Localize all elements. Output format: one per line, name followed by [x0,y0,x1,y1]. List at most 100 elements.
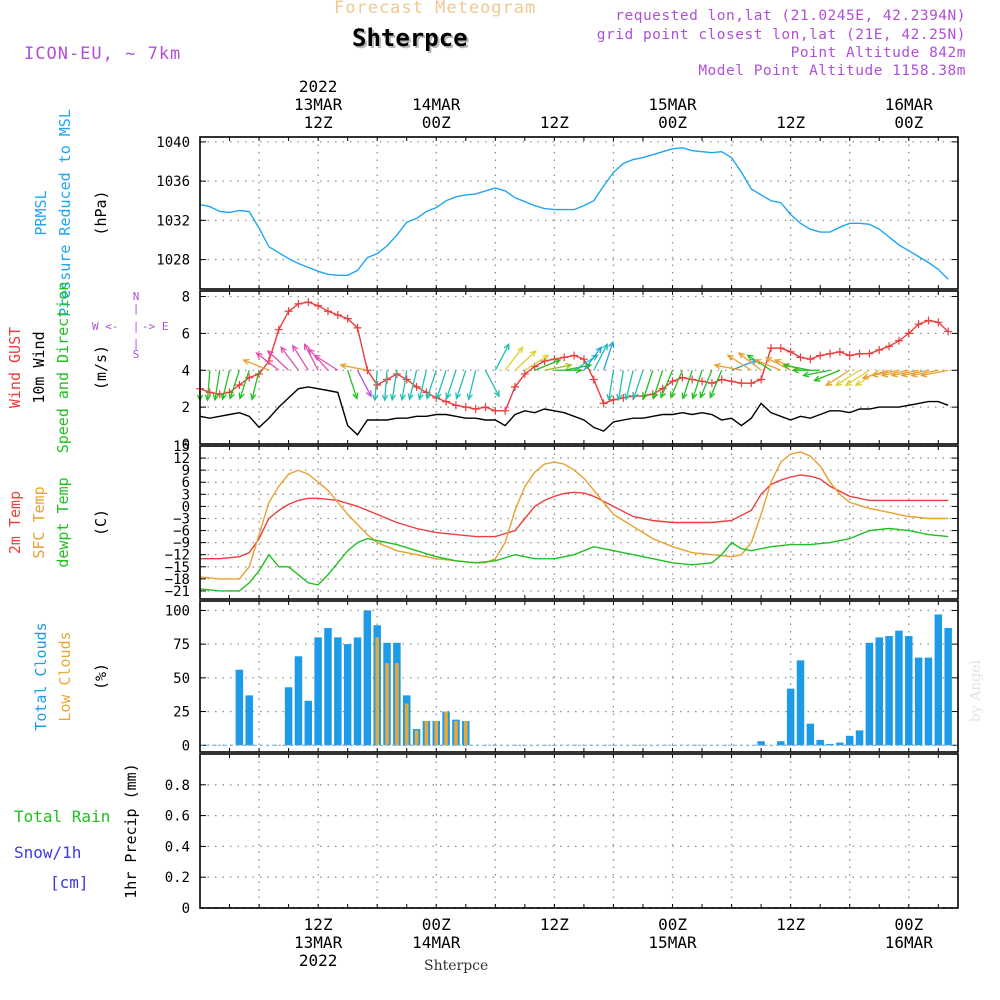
wind-arrow [280,346,299,371]
y-tick-label: 1032 [156,213,190,229]
wind-arrow-head [691,392,698,400]
gust-marker [215,390,224,399]
gust-marker [314,301,323,310]
low-cloud-bar [444,711,448,746]
gust-marker [373,381,382,390]
wind-arrow-head [372,394,379,402]
wind-arrow [494,343,510,371]
gridpoint-coords: grid point closest lon,lat (21E, 42.25N) [596,27,966,43]
gust-marker [353,323,362,332]
point-altitude: Point Altitude 842m [790,45,966,61]
compass-bar: | [133,302,140,315]
bottom-hour-label: 00Z [658,915,687,934]
wind-arrow-head [791,367,799,374]
total-cloud-bar [816,739,824,746]
y-tick-label: 0.6 [165,809,190,825]
wind-arrow-head [292,344,299,352]
top-date-label: 16MAR [885,95,934,114]
wind-arrow [314,354,339,371]
wind-arrow [747,354,772,371]
wind-arrow-head [399,393,406,402]
wind-arrow-head [825,379,833,387]
gust-marker [461,403,470,412]
total-cloud-bar [895,630,903,746]
wind-arrow-head [250,393,257,401]
compass-w: W <- [92,320,119,333]
wind-arrow [845,369,870,386]
bottom-hour-label: 12Z [776,915,805,934]
gust-marker [442,397,451,406]
compass-rose: N|W <- | -> E|S [92,290,169,361]
y-axis-label: Speed and Direction [54,282,72,454]
wind-arrow [652,370,664,399]
bottom-date-label: 14MAR [412,933,461,952]
gust-marker [402,375,411,384]
wind-arrow-head [651,392,659,400]
low-cloud-bar [395,663,399,746]
gust-marker [757,375,766,384]
wind-arrow [602,341,614,371]
y-axis-label: Wind GUST [6,327,24,408]
wind-arrow-head [313,354,321,361]
wind-arrow [243,359,270,371]
wind-arrow-head [801,371,810,378]
series-line-prmsl [199,147,949,280]
wind-arrow-head [910,371,918,378]
wind-arrow [356,369,372,397]
model-label: ICON-EU, ~ 7km [24,44,182,64]
gust-marker [826,349,835,358]
station-title: Shterpce [352,24,468,52]
total-cloud-bar [885,636,893,746]
total-cloud-bar [353,637,362,746]
wind-arrow [642,370,654,399]
wind-arrow [408,370,418,400]
total-cloud-bar [934,614,943,746]
y-tick-label: 1036 [156,174,190,190]
panel-precip: 0 0.2 0.4 0.6 0.8 1hr Precip (mm) Total Rain Sn… [14,753,959,917]
total-cloud-bar [304,700,313,746]
total-cloud-bar [806,723,815,746]
wind-arrow-head [339,362,347,370]
total-cloud-bar [924,657,933,746]
wind-arrow-head [764,356,773,363]
wind-arrow-head [425,392,432,400]
gust-marker [481,403,490,412]
wind-arrow-head [746,354,754,361]
wind-arrow [418,370,428,400]
y-tick-label: −9 [173,536,190,552]
gust-marker [579,355,588,364]
wind-arrow [504,346,524,371]
compass-s: S [133,348,140,361]
y-unit-label: (%) [92,663,110,690]
y-tick-label: −21 [165,584,190,600]
wind-arrow-head [516,346,524,354]
total-cloud-bar [796,660,805,746]
gust-marker [727,377,736,386]
wind-arrow [660,370,674,398]
series-line-sfc-temp [199,451,949,580]
low-cloud-bar [375,637,379,746]
wind-arrow-head [389,393,397,402]
gust-marker [274,325,283,334]
y-tick-label: −3 [173,511,190,527]
y-axis-label: 2m Temp [6,491,24,554]
top-hour-label: 00Z [894,113,923,132]
wind-arrow [391,370,398,400]
wind-arrow [455,370,467,399]
wind-arrow-head [900,371,908,378]
panel-frame [199,136,959,290]
y-axis-label: Pressure Reduced to MSL [56,109,74,317]
wind-arrow-head [445,392,452,400]
wind-arrow [401,370,408,400]
wind-arrow-head [565,362,573,370]
faint-title: Forecast Meteogram [334,0,537,18]
wind-arrow-head [602,342,608,351]
wind-arrow-head [834,379,843,387]
low-cloud-bar [454,720,458,746]
wind-arrow [825,369,851,386]
gust-marker [835,347,844,356]
wind-arrow [692,370,703,399]
y-tick-label: 9 [182,463,190,479]
gust-marker [707,379,716,388]
